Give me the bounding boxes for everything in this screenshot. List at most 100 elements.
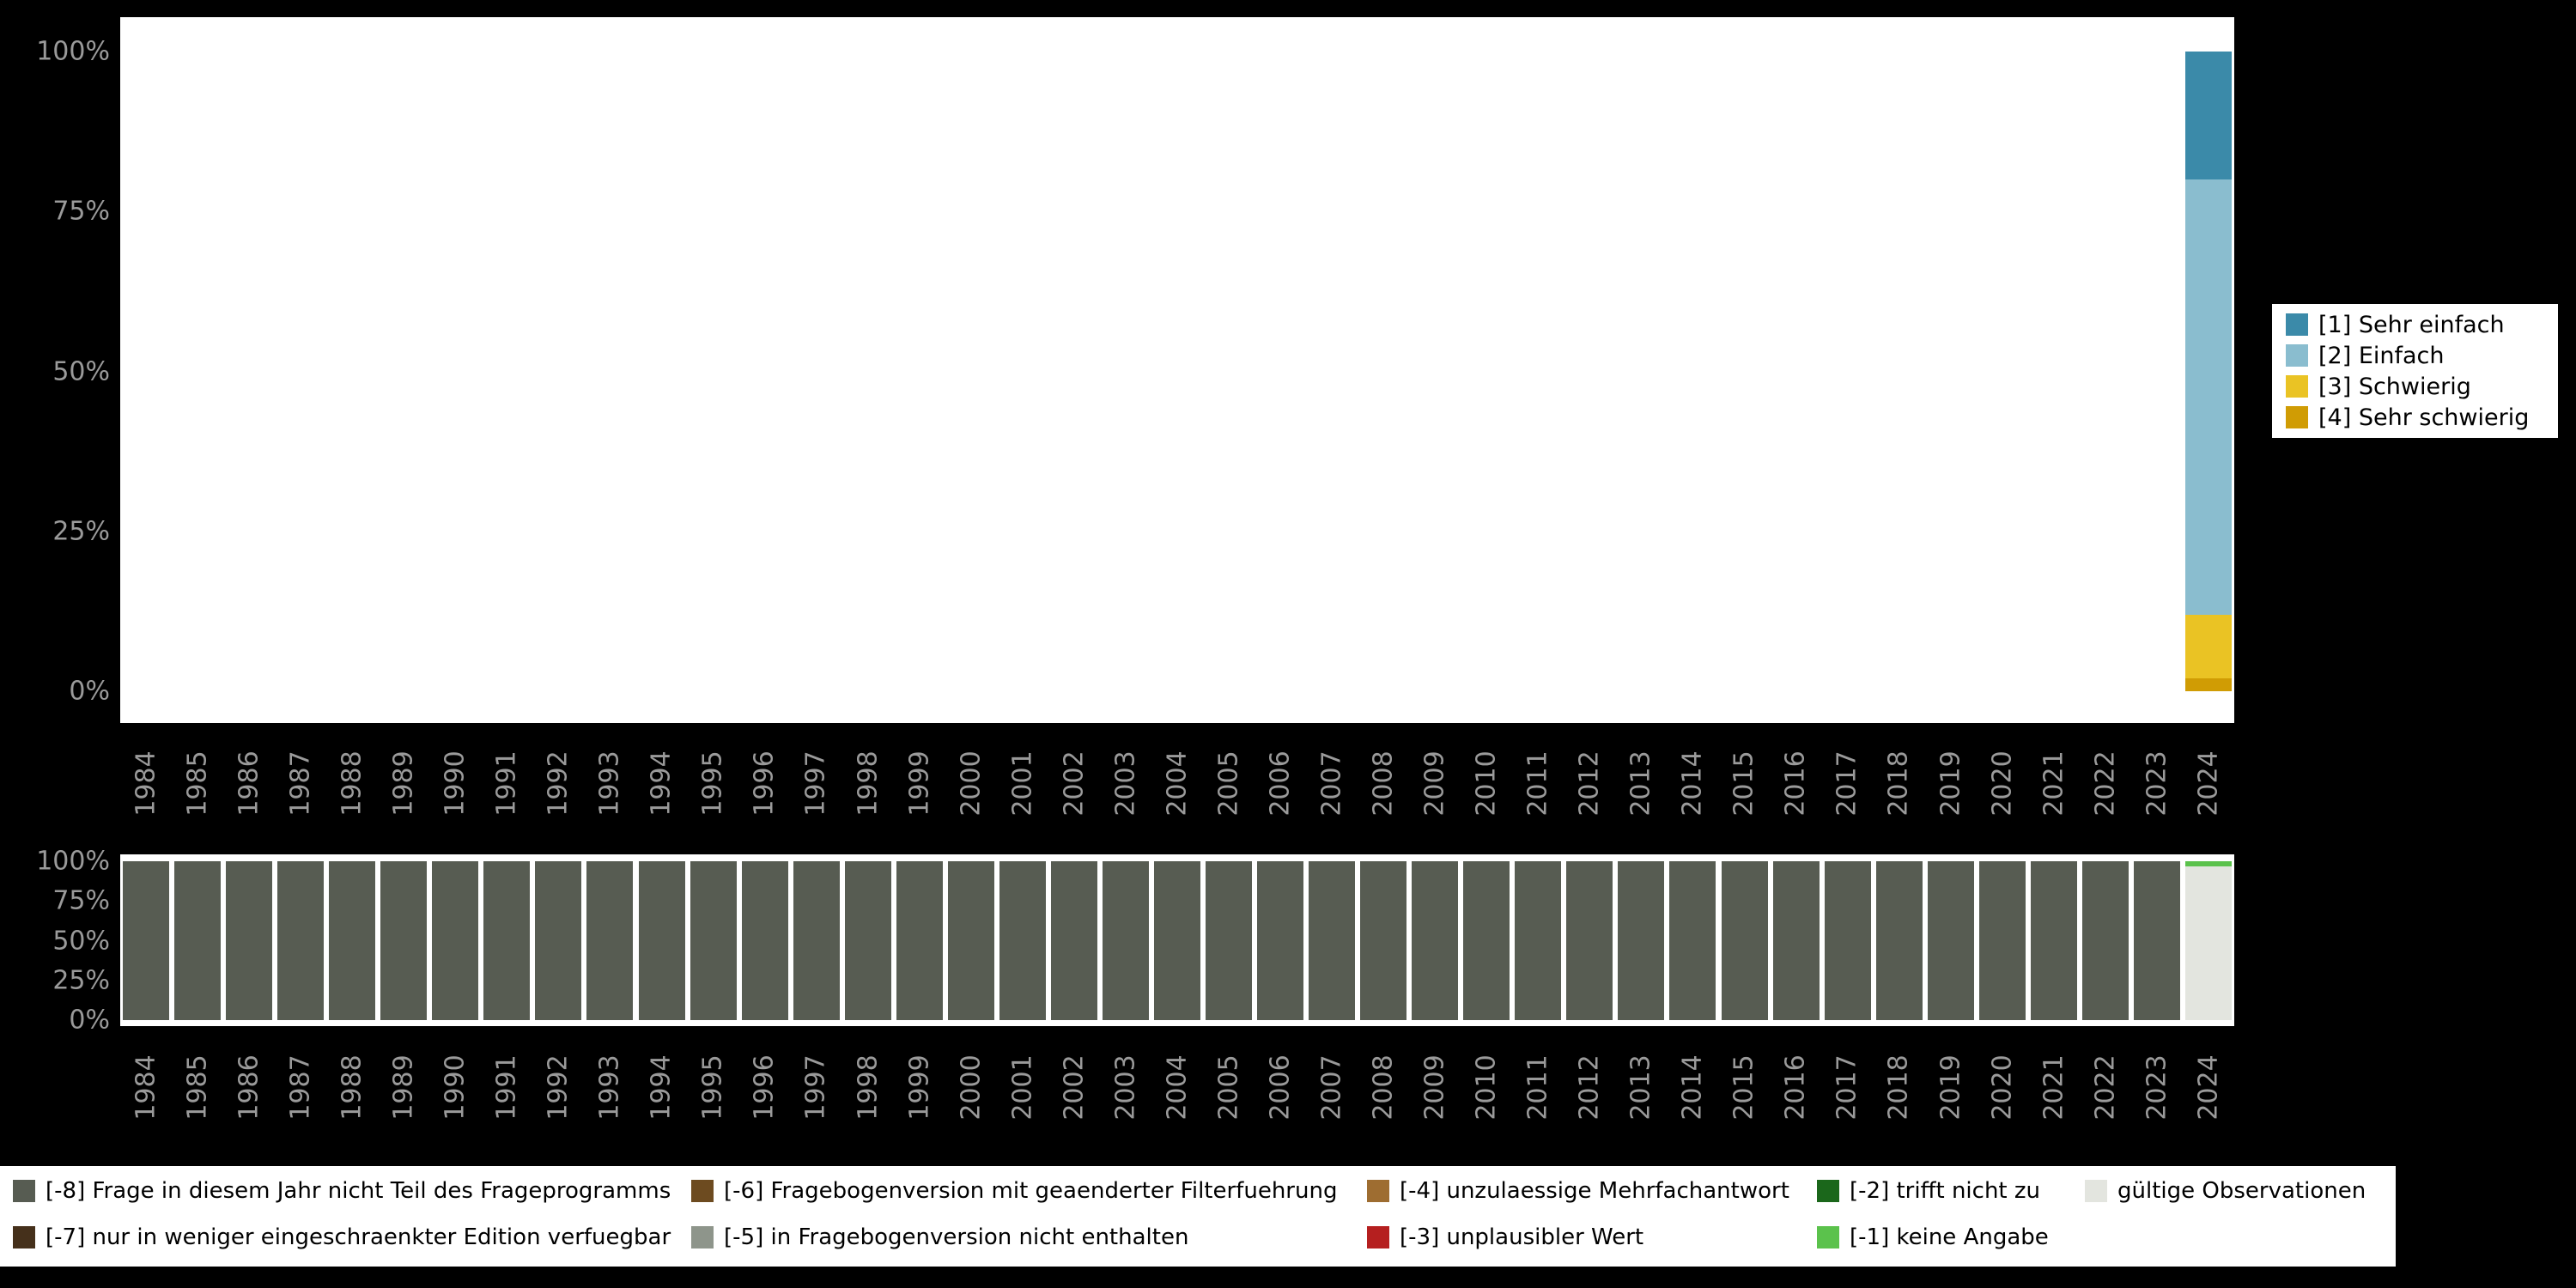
bar-segment (2184, 614, 2232, 679)
bar-segment (741, 861, 788, 1020)
legend-swatch-icon (691, 1180, 714, 1202)
legend-item: [-2] trifft nicht zu (1817, 1172, 2040, 1210)
legend-label: [-3] unplausibler Wert (1400, 1224, 1644, 1250)
legend-swatch-icon (2085, 1180, 2107, 1202)
bar-segment (1978, 861, 2026, 1020)
legend-swatch-icon (2286, 344, 2308, 367)
legend-swatch-icon (13, 1226, 35, 1249)
y-tick-label: 100% (36, 36, 110, 67)
legend-item: [-7] nur in weniger eingeschraenkter Edi… (13, 1218, 671, 1256)
legend-swatch-icon (1817, 1180, 1839, 1202)
legend-label: [2] Einfach (2318, 342, 2445, 369)
legend-swatch-icon (2286, 313, 2308, 336)
bar-segment (999, 861, 1046, 1020)
bar-segment (1102, 861, 1149, 1020)
legend-swatch-icon (2286, 406, 2308, 428)
bar-segment (1154, 861, 1200, 1020)
bar-segment (1721, 861, 1768, 1020)
y-tick-label: 75% (52, 885, 110, 916)
legend-item: [-1] keine Angabe (1817, 1218, 2049, 1256)
bar-segment (174, 861, 222, 1020)
bar-segment (535, 861, 582, 1020)
x-tick-label: 2024 (2193, 1054, 2224, 1121)
bar-segment (947, 861, 994, 1020)
y-tick-label: 0% (69, 676, 110, 707)
legend-swatch-icon (13, 1180, 35, 1202)
bar-segment (1257, 861, 1304, 1020)
y-tick-label: 0% (69, 1005, 110, 1036)
bar-segment (277, 861, 325, 1020)
legend-label: [3] Schwierig (2318, 373, 2471, 400)
legend-label: [-1] keine Angabe (1850, 1224, 2049, 1250)
y-tick-label: 50% (52, 926, 110, 956)
legend-item: [-5] in Fragebogenversion nicht enthalte… (691, 1218, 1188, 1256)
bar-segment (123, 861, 170, 1020)
x-tick-label: 2024 (2193, 750, 2224, 817)
bar-segment (1309, 861, 1356, 1020)
bar-segment (1050, 861, 1097, 1020)
legend-swatch-icon (1817, 1226, 1839, 1249)
bar-segment (2184, 866, 2232, 1020)
bar-segment (329, 861, 376, 1020)
bar-segment (2184, 179, 2232, 615)
legend-item: [1] Sehr einfach (2286, 312, 2544, 338)
bar-segment (1515, 861, 1562, 1020)
bar-segment (1463, 861, 1510, 1020)
legend-item: gültige Observationen (2085, 1172, 2366, 1210)
bar-segment (1927, 861, 1974, 1020)
legend-label: gültige Observationen (2117, 1178, 2366, 1204)
bar-segment (1875, 861, 1923, 1020)
legend-label: [-7] nur in weniger eingeschraenkter Edi… (46, 1224, 671, 1250)
legend-label: [-5] in Fragebogenversion nicht enthalte… (724, 1224, 1189, 1250)
bar-segment (1772, 861, 1820, 1020)
bar-segment (2184, 861, 2232, 866)
legend-item: [-3] unplausibler Wert (1367, 1218, 1643, 1256)
bar-segment (2184, 678, 2232, 691)
legend-label: [-8] Frage in diesem Jahr nicht Teil des… (46, 1178, 671, 1204)
bar-segment (690, 861, 737, 1020)
bar-segment (2081, 861, 2129, 1020)
bar-segment (1412, 861, 1459, 1020)
legend-item: [3] Schwierig (2286, 374, 2544, 400)
legend-swatch-icon (1367, 1180, 1389, 1202)
bar-segment (1360, 861, 1407, 1020)
bar-segment (432, 861, 479, 1020)
bar-segment (844, 861, 891, 1020)
y-tick-label: 100% (36, 846, 110, 877)
legend-label: [-2] trifft nicht zu (1850, 1178, 2041, 1204)
bar-segment (1669, 861, 1716, 1020)
bar-segment (793, 861, 840, 1020)
legend-label: [-6] Fragebogenversion mit geaenderter F… (724, 1178, 1338, 1204)
bar-segment (2184, 52, 2232, 179)
bar-segment (586, 861, 634, 1020)
bar-segment (483, 861, 531, 1020)
legend-swatch-icon (1367, 1226, 1389, 1249)
answers-plot-area (120, 17, 2234, 723)
bar-segment (226, 861, 273, 1020)
bar-segment (1206, 861, 1253, 1020)
bar-segment (1566, 861, 1613, 1020)
bar-segment (638, 861, 685, 1020)
legend-item: [-4] unzulaessige Mehrfachantwort (1367, 1172, 1789, 1210)
legend-item: [2] Einfach (2286, 343, 2544, 369)
y-tick-label: 50% (52, 356, 110, 386)
legend-label: [1] Sehr einfach (2318, 311, 2505, 338)
bar-segment (380, 861, 428, 1020)
y-tick-label: 25% (52, 516, 110, 547)
legend-item: [4] Sehr schwierig (2286, 404, 2544, 431)
legend-label: [4] Sehr schwierig (2318, 404, 2530, 431)
legend-swatch-icon (691, 1226, 714, 1249)
missings-plot-area (120, 854, 2234, 1026)
answers-legend: [1] Sehr einfach [2] Einfach [3] Schwierig… (2272, 304, 2558, 438)
missings-legend: [-8] Frage in diesem Jahr nicht Teil des… (0, 1166, 2396, 1267)
y-tick-label: 75% (52, 196, 110, 227)
bar-segment (896, 861, 943, 1020)
legend-item: [-6] Fragebogenversion mit geaenderter F… (691, 1172, 1337, 1210)
bar-segment (1824, 861, 1871, 1020)
bar-segment (2133, 861, 2180, 1020)
legend-label: [-4] unzulaessige Mehrfachantwort (1400, 1178, 1789, 1204)
y-tick-label: 25% (52, 965, 110, 996)
bar-segment (1618, 861, 1665, 1020)
legend-swatch-icon (2286, 375, 2308, 398)
